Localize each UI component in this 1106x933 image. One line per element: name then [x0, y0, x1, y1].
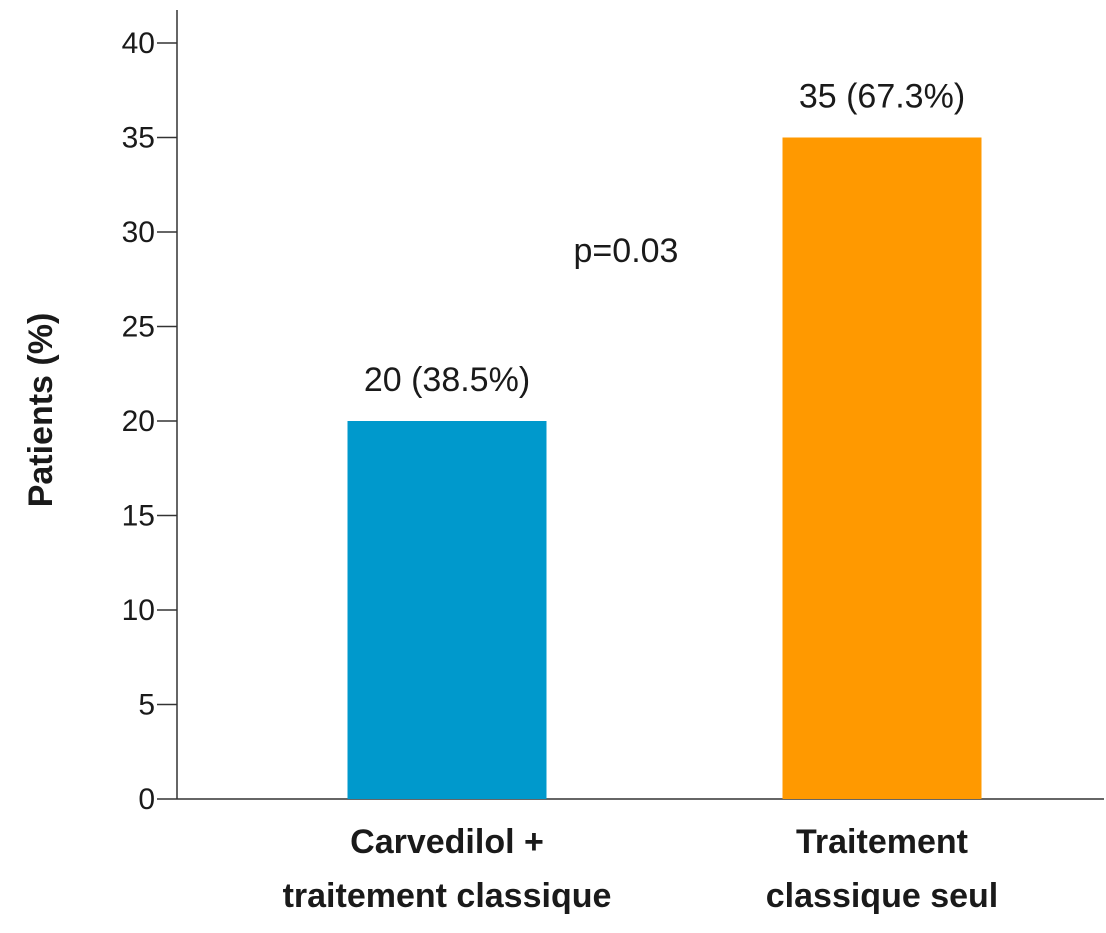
y-tick-label: 25	[122, 311, 155, 344]
y-tick-label: 40	[122, 27, 155, 60]
y-ticks: 0 5 10 15 20 25 30 35 40	[122, 27, 177, 816]
y-tick-label: 30	[122, 216, 155, 249]
y-tick-label: 20	[122, 405, 155, 438]
data-labels: 20 (38.5%) 35 (67.3%)	[364, 78, 965, 400]
category-label: classique seul	[766, 877, 998, 915]
y-tick-label: 10	[122, 594, 155, 627]
bars	[347, 137, 982, 799]
category-labels: Carvedilol + traitement classique Traiteme…	[283, 823, 999, 915]
bar	[782, 137, 982, 799]
y-tick-label: 35	[122, 122, 155, 155]
category-label: Carvedilol +	[350, 823, 544, 861]
category-label: traitement classique	[283, 877, 612, 915]
y-tick-label: 15	[122, 500, 155, 533]
data-label: 20 (38.5%)	[364, 361, 530, 399]
data-label: 35 (67.3%)	[799, 78, 965, 116]
bar	[347, 421, 547, 799]
p-value-annotation: p=0.03	[574, 232, 679, 270]
y-axis-title: Patients (%)	[22, 313, 60, 508]
category-label: Traitement	[796, 823, 968, 861]
y-tick-label: 0	[138, 783, 155, 816]
y-tick-label: 5	[138, 689, 155, 722]
